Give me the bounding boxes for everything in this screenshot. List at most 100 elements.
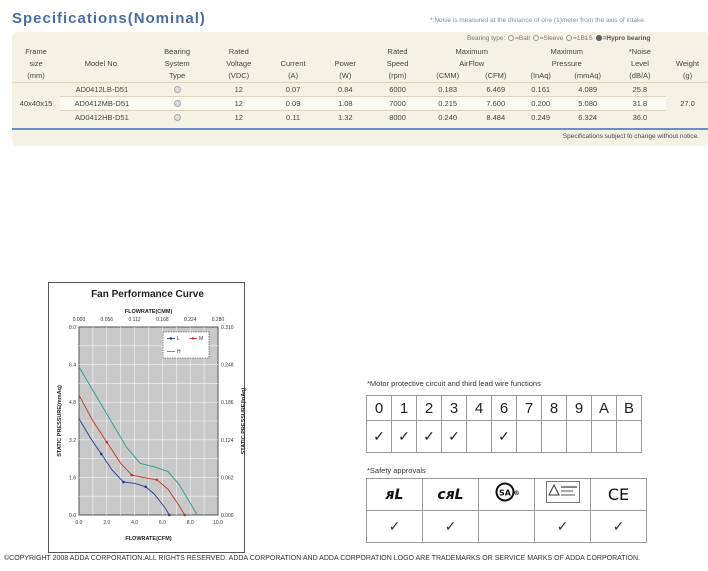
check-icon: ✓ [612,518,625,534]
model-cell: AD0412HB-D51 [60,110,144,124]
header-power: Power [334,59,356,68]
y-axis-label: STATIC PRESSURE(mmAq) [57,385,63,457]
x-tick-label: 6.0 [159,520,166,526]
model-cell: AD0412LB-D51 [60,82,144,97]
function-check-cell: ✓ [366,420,392,453]
function-code-cell: 4 [466,395,492,421]
legend-marker [191,337,195,340]
voltage-cell: 12 [210,96,267,111]
function-code-cell: B [616,395,642,421]
data-point [183,513,186,517]
function-check-cell: ✓ [491,420,517,453]
mmaq-cell: 4.089 [561,82,614,97]
bearing-legend-ball: =Ball [515,35,530,42]
noise-cell: 36.0 [613,110,667,124]
x2-axis-label: FLOWRATE(CMM) [125,309,173,315]
legend-box [162,331,210,359]
y2-tick-label: 0.248 [221,363,234,369]
header-speed-2: Speed [386,59,409,68]
function-code-cell: 0 [366,395,392,421]
data-point [105,440,109,444]
function-code-cell: 9 [566,395,592,421]
bearing-cell [143,110,211,124]
noise-note: *:Noise is measured at the distance of o… [430,17,646,24]
header-frame: Frame [25,47,47,56]
noise-cell: 25.8 [613,82,667,97]
safety-approvals-table: ᴙL cᴙL SA ® CE ✓ ✓ ✓ ✓ [366,478,647,543]
page-title: Specifications(Nominal) [12,10,206,27]
safety-approvals-label: *Safety approvals [367,466,426,475]
header-bearing-3: Type [168,71,186,80]
header-current: Current [280,59,306,68]
csa-icon: SA ® [495,482,519,506]
bearing-legend-ebs: =1B1S [573,35,593,42]
spec-panel: Bearing type: =Ball =Sleeve =1B1S =Hypro… [12,32,708,146]
bearing-cell [143,82,211,97]
header-current-unit: (A) [288,71,299,80]
power-cell: 1.32 [319,110,372,124]
cfm-cell: 7.600 [471,96,520,111]
y2-axis-label: STATIC PRESSURE(InAq) [241,387,246,454]
approval-check-cell [478,510,535,543]
header-airflow: Maximum [455,47,488,56]
y2-tick-label: 0.124 [221,438,234,444]
data-point [99,452,103,456]
ce-icon: CE [607,484,630,504]
data-point [155,478,159,482]
header-weight-unit: (g) [682,71,693,80]
cmm-cell: 0.215 [423,96,472,111]
header-frame-3: (mm) [27,71,45,80]
approval-check-cell: ✓ [534,510,591,543]
x2-tick-label: 0.224 [184,317,197,323]
table-row: 40x40x15 AD0412LB-D51 12 0.07 0.84 6000 … [12,82,708,124]
header-noise-unit: (dB/A) [629,71,651,80]
x-tick-label: 2.0 [103,520,110,526]
function-check-cell [541,420,567,453]
current-cell: 0.09 [266,96,320,111]
ball-bearing-icon [508,35,515,41]
x2-tick-label: 0.112 [129,317,141,323]
y-tick-label: 4.8 [69,400,76,406]
cmm-cell: 0.183 [423,82,472,97]
mmaq-cell: 5.080 [561,96,614,111]
y2-tick-label: 0.310 [221,325,234,331]
tuv-icon [545,481,580,507]
approval-logo-cell: cᴙL [422,478,479,511]
header-row-1: Frame Bearing Rated Rated Maximum Maximu… [12,46,708,58]
approval-logo-row: ᴙL cᴙL SA ® CE [366,478,647,511]
series-line-m [78,394,186,516]
y-tick-label: 3.2 [69,438,76,444]
bearing-cell [143,96,211,111]
header-noise: *Noise [628,47,651,56]
x-tick-label: 0.0 [76,520,83,526]
hypro-bearing-icon [173,100,181,107]
spec-divider [12,128,708,130]
y-tick-label: 8.0 [69,325,76,331]
check-icon: ✓ [398,428,410,444]
inaq-cell: 0.200 [519,96,562,111]
header-weight: Weight [675,59,700,68]
table-row: AD0412HB-D51 12 0.11 1.32 8000 0.240 8.4… [12,110,708,124]
function-check-cell [591,420,617,453]
performance-chart: Fan Performance Curve 0.0 2.0 4.0 6.0 8.0 10.… [48,282,246,553]
cfm-cell: 6.469 [471,82,520,97]
x-tick-label: 4.0 [131,520,138,526]
legend-marker [169,337,173,340]
function-check-cell [516,420,542,453]
hypro-bearing-icon [173,86,181,93]
header-pressure-2: Pressure [551,59,582,68]
noise-cell: 31.8 [613,96,667,111]
model-cell: AD0412MB-D51 [60,96,144,111]
table-row: AD0412MB-D51 12 0.09 1.08 7000 0.215 7.6… [12,96,708,111]
sleeve-bearing-icon [532,35,539,41]
svg-text:®: ® [513,490,519,497]
header-mmaq: (mmAq) [574,71,602,80]
mmaq-cell: 6.324 [561,110,614,124]
speed-cell: 8000 [371,110,424,124]
weight-cell: 27.0 [666,82,708,124]
check-icon: ✓ [388,518,401,534]
approval-check-row: ✓ ✓ ✓ ✓ [366,510,647,543]
chart-title: Fan Performance Curve [91,289,204,300]
copyright-notice: ©COPYRIGHT 2008 ADDA CORPORATION.ALL RIG… [4,555,640,562]
